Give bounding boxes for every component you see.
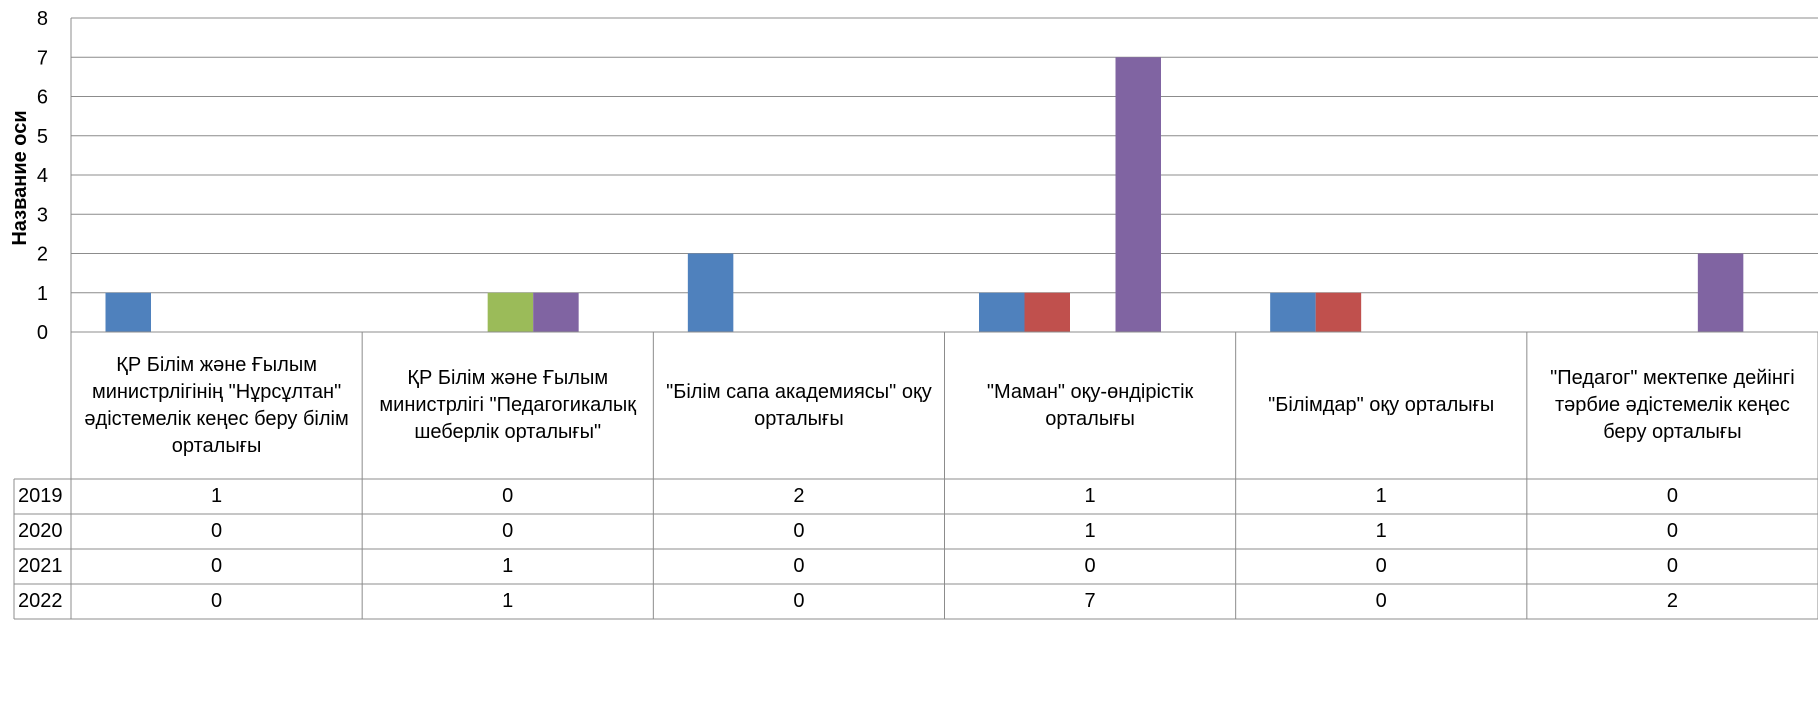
y-tick-label: 6	[37, 87, 48, 109]
grid-layer	[70, 17, 1818, 333]
y-tick-label: 8	[37, 8, 48, 30]
category-label: ҚР Білім және Ғылым министрлігі "Педагог…	[379, 367, 637, 443]
category-label: "Маман" оқу-өндірістік орталығы	[986, 380, 1194, 430]
table-cell: 0	[1375, 590, 1387, 612]
y-tick-label: 1	[37, 283, 48, 305]
table-cell: 1	[502, 555, 514, 577]
table-cell: 1	[1084, 520, 1096, 542]
y-axis-title: Название оси	[9, 110, 31, 245]
table-cell: 0	[1084, 555, 1096, 577]
bar-2022-cat-6	[1697, 253, 1744, 332]
bar-2022-cat-4	[1115, 57, 1161, 332]
bar-2020-cat-4	[1024, 292, 1070, 332]
bar-2019-cat-5	[1270, 292, 1316, 332]
bar-2020-cat-5	[1315, 292, 1362, 332]
table-cell: 0	[211, 590, 223, 612]
bar-2021-cat-2	[487, 292, 534, 332]
table-cell: 1	[502, 590, 514, 612]
y-tick-label: 4	[37, 165, 48, 187]
table-cell: 1	[211, 485, 223, 507]
table-cell: 0	[793, 520, 805, 542]
y-tick-label: 0	[37, 322, 48, 344]
bars-layer	[105, 57, 1744, 332]
table-cell: 1	[1084, 485, 1096, 507]
table-cell: 0	[1375, 555, 1387, 577]
table-cell: 0	[1666, 555, 1678, 577]
bar-2019-cat-4	[979, 292, 1025, 332]
category-label: ҚР Білім және Ғылым министрлігінің "Нұрс…	[84, 353, 349, 457]
table-cell: 2	[793, 485, 805, 507]
category-label: "Білімдар" оқу орталығы	[1268, 394, 1495, 416]
category-label: "Білім сапа академиясы" оқу орталығы	[666, 380, 932, 430]
table-cell: 0	[1666, 520, 1678, 542]
table-cell: 0	[211, 520, 223, 542]
bar-2022-cat-2	[533, 292, 579, 332]
table-cell: 0	[211, 555, 223, 577]
table-cell: 1	[1375, 485, 1387, 507]
series-row-label: 2022	[18, 590, 63, 612]
bar-2019-cat-3	[687, 253, 734, 332]
series-row-label: 2019	[18, 485, 63, 507]
series-row-label: 2020	[18, 520, 63, 542]
table-cell: 0	[1666, 485, 1678, 507]
table-cell: 1	[1375, 520, 1387, 542]
table-cell: 2	[1666, 590, 1678, 612]
y-tick-label: 5	[37, 126, 48, 148]
y-tick-label: 3	[37, 204, 48, 226]
y-tick-labels: 0 1 2 3 4 5 6 7 8	[37, 8, 48, 344]
table-cell: 7	[1084, 590, 1096, 612]
bar-2019-cat-1	[105, 292, 151, 332]
table-cell: 0	[502, 520, 514, 542]
table-cell: 0	[793, 590, 805, 612]
series-row-label: 2021	[18, 555, 63, 577]
table-cell: 0	[502, 485, 514, 507]
data-table-lines	[13, 331, 1818, 620]
y-tick-label: 2	[37, 244, 48, 266]
table-cell: 0	[793, 555, 805, 577]
category-label: "Педагог" мектепке дейінгі тәрбие әдісте…	[1550, 367, 1795, 443]
y-tick-label: 7	[37, 47, 48, 69]
